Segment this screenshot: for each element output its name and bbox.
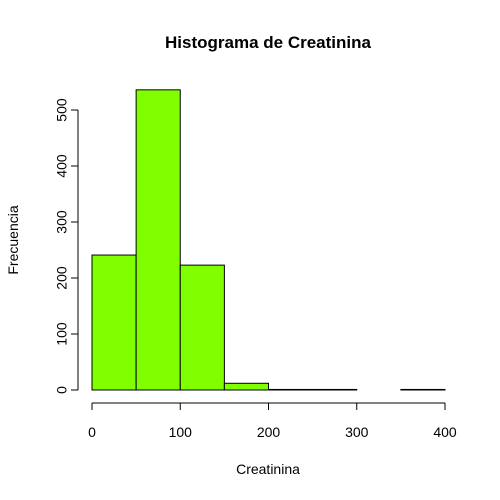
histogram-bar-3 [223, 382, 269, 391]
histogram-bar-4 [268, 388, 314, 391]
chart-title: Histograma de Creatinina [165, 33, 371, 52]
histogram-bar-2 [179, 264, 225, 391]
x-axis-label: Creatinina [236, 461, 300, 477]
x-tick-label-0: 0 [88, 424, 96, 440]
y-axis-label: Frecuencia [5, 205, 21, 274]
histogram-bar-1 [135, 89, 181, 391]
y-tick-label-4: 400 [54, 154, 70, 178]
x-axis: 0 100 200 300 400 [88, 402, 457, 440]
x-tick-label-1: 100 [169, 424, 193, 440]
y-tick-label-0: 0 [54, 386, 70, 394]
histogram-bar-0 [91, 254, 137, 391]
y-tick-label-3: 300 [54, 210, 70, 234]
histogram-bar-5 [312, 388, 358, 391]
x-tick-label-3: 300 [345, 424, 369, 440]
x-tick-label-4: 400 [433, 424, 457, 440]
x-tick-label-2: 200 [257, 424, 281, 440]
y-tick-label-5: 500 [54, 98, 70, 122]
histogram-bar-7 [400, 388, 446, 391]
bars-group [91, 89, 446, 391]
y-tick-label-1: 100 [54, 322, 70, 346]
y-tick-label-2: 200 [54, 266, 70, 290]
y-axis: 0 100 200 300 400 500 [54, 98, 79, 394]
